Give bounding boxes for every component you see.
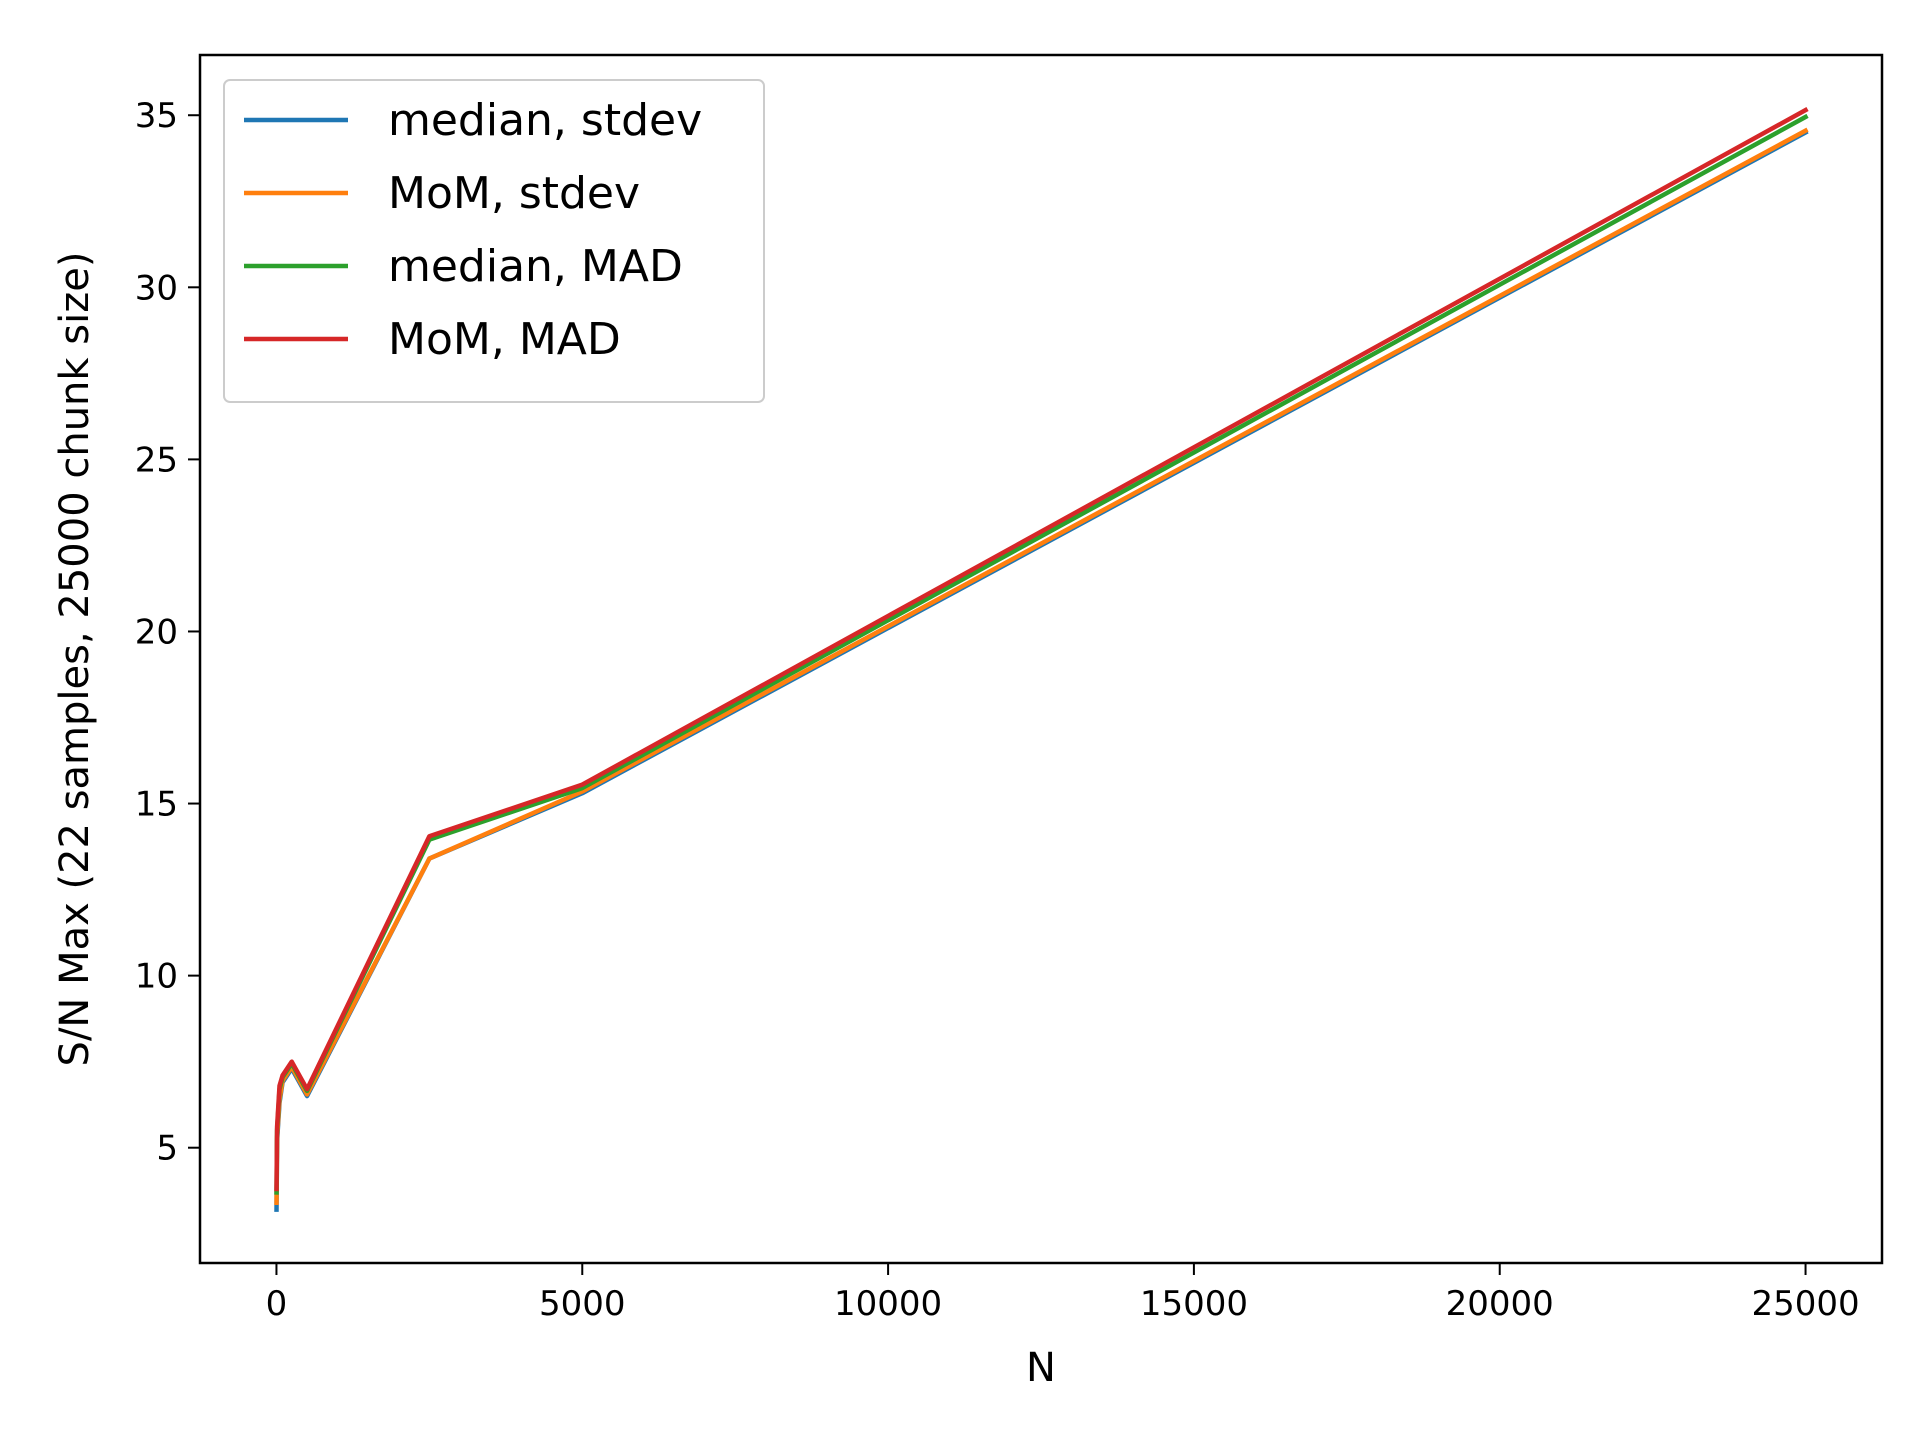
plot-frame <box>198 53 1884 1265</box>
legend-label: MoM, stdev <box>388 168 640 219</box>
y-axis-ticks: 5 10 15 20 25 30 35 <box>135 96 200 1169</box>
y-tick-label: 30 <box>135 268 178 308</box>
x-tick-label: 15000 <box>1140 1284 1248 1324</box>
legend[interactable]: median, stdev MoM, stdev median, MAD MoM, M… <box>223 79 765 403</box>
x-tick-label: 25000 <box>1751 1284 1859 1324</box>
plot-lines <box>274 107 1809 1212</box>
y-tick-label: 5 <box>156 1129 178 1169</box>
x-axis-ticks: 0 5000 10000 15000 20000 25000 <box>266 1263 1860 1324</box>
legend-box <box>223 79 765 403</box>
legend-item-3[interactable]: median, MAD <box>244 241 683 292</box>
y-tick-label: 10 <box>135 957 178 997</box>
legend-item-1[interactable]: median, stdev <box>244 95 702 146</box>
legend-item-4[interactable]: MoM, MAD <box>244 314 621 365</box>
x-tick-label: 5000 <box>539 1284 626 1324</box>
y-tick-label: 35 <box>135 96 178 136</box>
legend-label: MoM, MAD <box>388 314 621 365</box>
x-tick-label: 10000 <box>834 1284 942 1324</box>
legend-label: median, MAD <box>388 241 683 292</box>
x-axis-label: N <box>1026 1345 1056 1391</box>
y-tick-label: 15 <box>135 785 178 825</box>
y-axis-label: S/N Max (22 samples, 25000 chunk size) <box>52 252 98 1067</box>
y-tick-label: 25 <box>135 440 178 480</box>
legend-label: median, stdev <box>388 95 702 146</box>
y-tick-label: 20 <box>135 612 178 652</box>
x-tick-label: 0 <box>266 1284 288 1324</box>
series-line-4 <box>274 107 1809 1192</box>
x-tick-label: 20000 <box>1446 1284 1554 1324</box>
legend-item-2[interactable]: MoM, stdev <box>244 168 640 219</box>
